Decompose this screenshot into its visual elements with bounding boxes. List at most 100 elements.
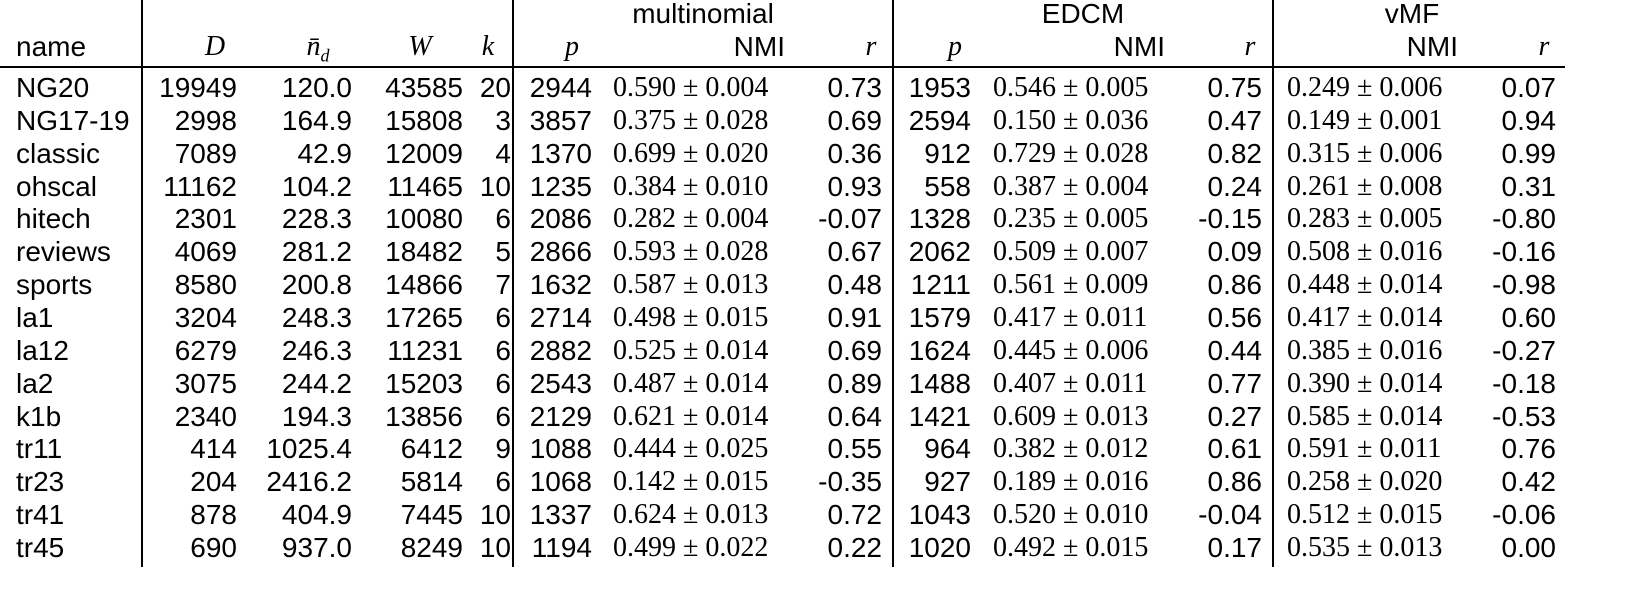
column-header: D <box>204 31 226 62</box>
table-cell: 0.44 <box>1207 334 1263 366</box>
table-cell: 17265 <box>385 302 463 334</box>
row-name: ohscal <box>16 170 97 202</box>
table-cell: 404.9 <box>281 499 352 531</box>
group-header: multinomial <box>632 0 774 29</box>
table-cell: 1328 <box>908 203 971 235</box>
table-cell: 3075 <box>174 367 237 399</box>
table-cell: -0.15 <box>1198 203 1262 235</box>
table-cell: 0.36 <box>827 137 883 169</box>
table-cell: 0.385 ± 0.016 <box>1287 334 1443 366</box>
table-cell: 0.729 ± 0.028 <box>993 137 1149 169</box>
group-header: vMF <box>1384 0 1440 29</box>
group-header: EDCM <box>1041 0 1125 29</box>
table-cell: 0.384 ± 0.010 <box>613 170 769 202</box>
table-cell: 2998 <box>174 104 237 136</box>
table-cell: 0.585 ± 0.014 <box>1287 400 1443 432</box>
table-cell: 1211 <box>910 269 971 301</box>
table-cell: 5814 <box>400 466 463 498</box>
table-cell: 15203 <box>385 367 463 399</box>
table-cell: 4 <box>495 137 511 169</box>
table-cell: 0.61 <box>1207 433 1263 465</box>
table-cell: 0.561 ± 0.009 <box>993 269 1149 301</box>
column-header: NMI <box>733 31 785 62</box>
table-cell: 2714 <box>529 302 592 334</box>
table-cell: 0.444 ± 0.025 <box>613 433 769 465</box>
table-cell: 0.09 <box>1207 236 1263 268</box>
table-cell: 3 <box>495 104 511 136</box>
table-cell: 1194 <box>531 532 592 564</box>
table-cell: 0.448 ± 0.014 <box>1287 269 1443 301</box>
table-cell: 0.86 <box>1207 466 1263 498</box>
column-header: p <box>565 31 579 62</box>
table-cell: 228.3 <box>281 203 352 235</box>
table-cell: 0.69 <box>827 104 883 136</box>
table-cell: 1632 <box>529 269 592 301</box>
table-cell: 690 <box>190 532 237 564</box>
table-cell: 0.64 <box>827 400 883 432</box>
table-cell: 6 <box>495 400 511 432</box>
table-cell: 0.382 ± 0.012 <box>993 433 1149 465</box>
column-header: r <box>865 31 877 62</box>
table-cell: 10080 <box>385 203 463 235</box>
table-cell: 0.520 ± 0.010 <box>993 499 1149 531</box>
table-cell: 0.67 <box>827 236 883 268</box>
table-cell: 2416.2 <box>266 466 352 498</box>
table-cell: 2594 <box>908 104 971 136</box>
column-divider <box>892 0 894 567</box>
table-cell: 200.8 <box>281 269 352 301</box>
table-cell: 0.91 <box>827 302 883 334</box>
table-cell: 281.2 <box>281 236 352 268</box>
table-cell: 0.621 ± 0.014 <box>613 400 769 432</box>
column-header: k <box>481 31 495 62</box>
table-cell: 6 <box>495 302 511 334</box>
table-cell: 0.315 ± 0.006 <box>1287 137 1443 169</box>
table-cell: 3204 <box>174 302 237 334</box>
table-cell: 6412 <box>400 433 463 465</box>
table-cell: 0.261 ± 0.008 <box>1287 170 1443 202</box>
table-cell: 0.72 <box>827 499 883 531</box>
table-cell: 2340 <box>174 400 237 432</box>
table-cell: 6 <box>495 466 511 498</box>
table-cell: 558 <box>924 170 971 202</box>
table-cell: 0.546 ± 0.005 <box>993 72 1149 103</box>
table-cell: 0.509 ± 0.007 <box>993 236 1149 268</box>
table-cell: 0.699 ± 0.020 <box>613 137 769 169</box>
table-cell: 194.3 <box>281 400 352 432</box>
table-cell: 9 <box>495 433 511 465</box>
table-cell: 2882 <box>529 334 592 366</box>
table-cell: 0.77 <box>1207 367 1263 399</box>
column-divider <box>141 0 143 567</box>
table-cell: 0.587 ± 0.013 <box>613 269 769 301</box>
table-cell: 0.375 ± 0.028 <box>613 104 769 136</box>
table-cell: 248.3 <box>281 302 352 334</box>
table-cell: 0.407 ± 0.011 <box>993 367 1148 399</box>
row-name: reviews <box>16 236 111 268</box>
table-cell: -0.04 <box>1198 499 1262 531</box>
row-name: sports <box>16 269 93 301</box>
table-cell: 1337 <box>529 499 592 531</box>
table-cell: 937.0 <box>281 532 352 564</box>
table-cell: 0.42 <box>1501 466 1557 498</box>
table-cell: 0.17 <box>1207 532 1263 564</box>
table-cell: 0.590 ± 0.004 <box>613 72 769 103</box>
table-cell: 13856 <box>385 400 463 432</box>
table-cell: 6279 <box>174 334 237 366</box>
table-cell: 8580 <box>174 269 237 301</box>
table-cell: 912 <box>924 137 971 169</box>
column-header: NMI <box>1113 31 1165 62</box>
table-cell: 2543 <box>529 367 592 399</box>
table-cell: 204 <box>190 466 237 498</box>
table-cell: 0.75 <box>1207 72 1263 103</box>
table-cell: 7445 <box>400 499 463 531</box>
column-header: name <box>16 31 87 62</box>
table-cell: 0.55 <box>827 433 883 465</box>
table-cell: -0.53 <box>1492 400 1556 432</box>
table-cell: -0.98 <box>1492 269 1556 301</box>
column-header: p <box>948 31 962 62</box>
table-cell: 0.445 ± 0.006 <box>993 334 1149 366</box>
table-cell: 0.487 ± 0.014 <box>613 367 769 399</box>
column-divider <box>1272 0 1274 567</box>
table-cell: 11465 <box>387 170 463 202</box>
row-name: la1 <box>16 302 54 334</box>
